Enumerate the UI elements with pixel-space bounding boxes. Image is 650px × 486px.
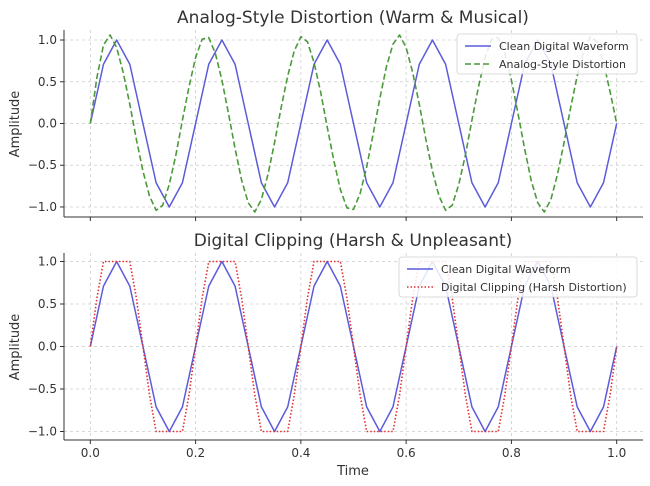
y-tick-label: 1.0 [38, 33, 57, 47]
x-tick-label: 0.0 [81, 446, 100, 460]
y-tick-label: −0.5 [28, 158, 57, 172]
y-tick-label: 1.0 [38, 255, 57, 269]
x-tick-label: 1.0 [607, 446, 626, 460]
chart-title-analog: Analog-Style Distortion (Warm & Musical) [177, 8, 529, 28]
legend-box [398, 256, 638, 298]
legend-analog: Clean Digital Waveform Analog-Style Disto… [456, 33, 638, 75]
legend-clipping: Clean Digital Waveform Digital Clipping (… [398, 256, 638, 298]
y-axis-label-analog: Amplitude [8, 91, 23, 158]
y-tick-label: 0.5 [38, 75, 57, 89]
ticks-analog: −1.0 −0.5 0.0 0.5 1.0 [28, 33, 618, 221]
digital-clipping-chart: Digital Clipping (Harsh & Unpleasant) Am… [8, 231, 643, 479]
y-tick-label: 0.0 [38, 117, 57, 131]
x-tick-label: 0.4 [291, 446, 310, 460]
legend-label: Clean Digital Waveform [499, 40, 629, 53]
y-axis-label-clipping: Amplitude [8, 314, 23, 381]
x-tick-label: 0.8 [502, 446, 521, 460]
legend-label: Analog-Style Distortion [499, 58, 626, 71]
analog-distortion-chart: Analog-Style Distortion (Warm & Musical)… [8, 8, 643, 221]
ticks-clipping: 0.0 0.2 0.4 0.6 0.8 1.0 −1.0 −0.5 0.0 0.5 1.0 [28, 255, 626, 461]
series-line-distorted [89, 34, 618, 213]
x-axis-label-time: Time [336, 464, 369, 479]
legend-label: Digital Clipping (Harsh Distortion) [441, 281, 627, 294]
y-tick-label: 0.0 [38, 340, 57, 354]
y-tick-label: −0.5 [28, 382, 57, 396]
chart-title-clipping: Digital Clipping (Harsh & Unpleasant) [194, 231, 513, 251]
legend-box [456, 33, 638, 75]
x-tick-label: 0.2 [186, 446, 205, 460]
y-tick-label: −1.0 [28, 200, 57, 214]
y-tick-label: −1.0 [28, 425, 57, 439]
x-tick-label: 0.6 [397, 446, 416, 460]
y-tick-label: 0.5 [38, 297, 57, 311]
legend-label: Clean Digital Waveform [441, 263, 571, 276]
